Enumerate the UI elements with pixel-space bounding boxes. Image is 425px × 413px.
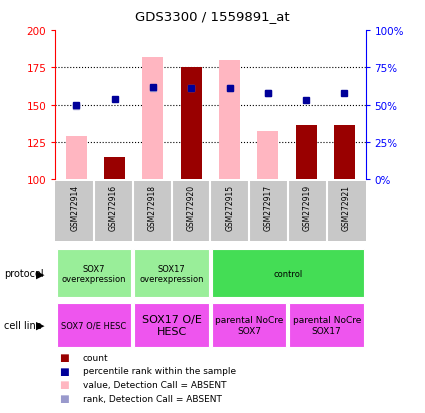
FancyBboxPatch shape: [173, 183, 209, 240]
FancyBboxPatch shape: [134, 250, 209, 297]
FancyBboxPatch shape: [251, 183, 286, 240]
Text: SOX17 O/E
HESC: SOX17 O/E HESC: [142, 314, 201, 336]
Text: parental NoCre
SOX7: parental NoCre SOX7: [215, 316, 283, 335]
Text: ▶: ▶: [36, 268, 45, 279]
Text: GDS3300 / 1559891_at: GDS3300 / 1559891_at: [135, 10, 290, 23]
FancyBboxPatch shape: [57, 250, 131, 297]
Text: GSM272916: GSM272916: [109, 185, 118, 231]
Bar: [104, 157, 125, 180]
Text: GSM272914: GSM272914: [70, 185, 79, 231]
Text: value, Detection Call = ABSENT: value, Detection Call = ABSENT: [83, 380, 227, 389]
Bar: [66, 137, 87, 180]
FancyBboxPatch shape: [96, 183, 131, 240]
Bar: [334, 126, 355, 180]
FancyBboxPatch shape: [212, 183, 248, 240]
Text: GSM272920: GSM272920: [187, 185, 196, 231]
Text: GSM272915: GSM272915: [225, 185, 234, 231]
Bar: [219, 61, 240, 180]
Text: SOX17
overexpression: SOX17 overexpression: [139, 264, 204, 283]
FancyBboxPatch shape: [134, 183, 170, 240]
FancyBboxPatch shape: [328, 183, 364, 240]
Text: GSM272921: GSM272921: [342, 185, 351, 230]
Text: control: control: [273, 269, 303, 278]
FancyBboxPatch shape: [289, 304, 364, 347]
Text: SOX7 O/E HESC: SOX7 O/E HESC: [61, 321, 127, 330]
Text: count: count: [83, 353, 108, 362]
Text: ▶: ▶: [36, 320, 45, 330]
Bar: [334, 126, 355, 180]
Bar: [142, 58, 164, 180]
FancyBboxPatch shape: [57, 183, 93, 240]
Bar: [181, 68, 202, 180]
Bar: [181, 68, 202, 180]
Text: ■: ■: [60, 380, 69, 389]
FancyBboxPatch shape: [212, 304, 286, 347]
Text: GSM272919: GSM272919: [303, 185, 312, 231]
Text: rank, Detection Call = ABSENT: rank, Detection Call = ABSENT: [83, 394, 222, 403]
FancyBboxPatch shape: [57, 304, 131, 347]
Text: ■: ■: [60, 352, 69, 362]
Text: GSM272918: GSM272918: [148, 185, 157, 230]
Text: protocol: protocol: [4, 268, 44, 279]
FancyBboxPatch shape: [289, 183, 325, 240]
Text: ■: ■: [60, 366, 69, 376]
Text: percentile rank within the sample: percentile rank within the sample: [83, 366, 236, 375]
Text: ■: ■: [60, 393, 69, 403]
Bar: [104, 157, 125, 180]
FancyBboxPatch shape: [212, 250, 364, 297]
Bar: [257, 132, 278, 180]
Text: GSM272917: GSM272917: [264, 185, 273, 231]
Text: parental NoCre
SOX17: parental NoCre SOX17: [292, 316, 361, 335]
Text: cell line: cell line: [4, 320, 42, 330]
Bar: [296, 126, 317, 180]
FancyBboxPatch shape: [134, 304, 209, 347]
Text: SOX7
overexpression: SOX7 overexpression: [62, 264, 126, 283]
